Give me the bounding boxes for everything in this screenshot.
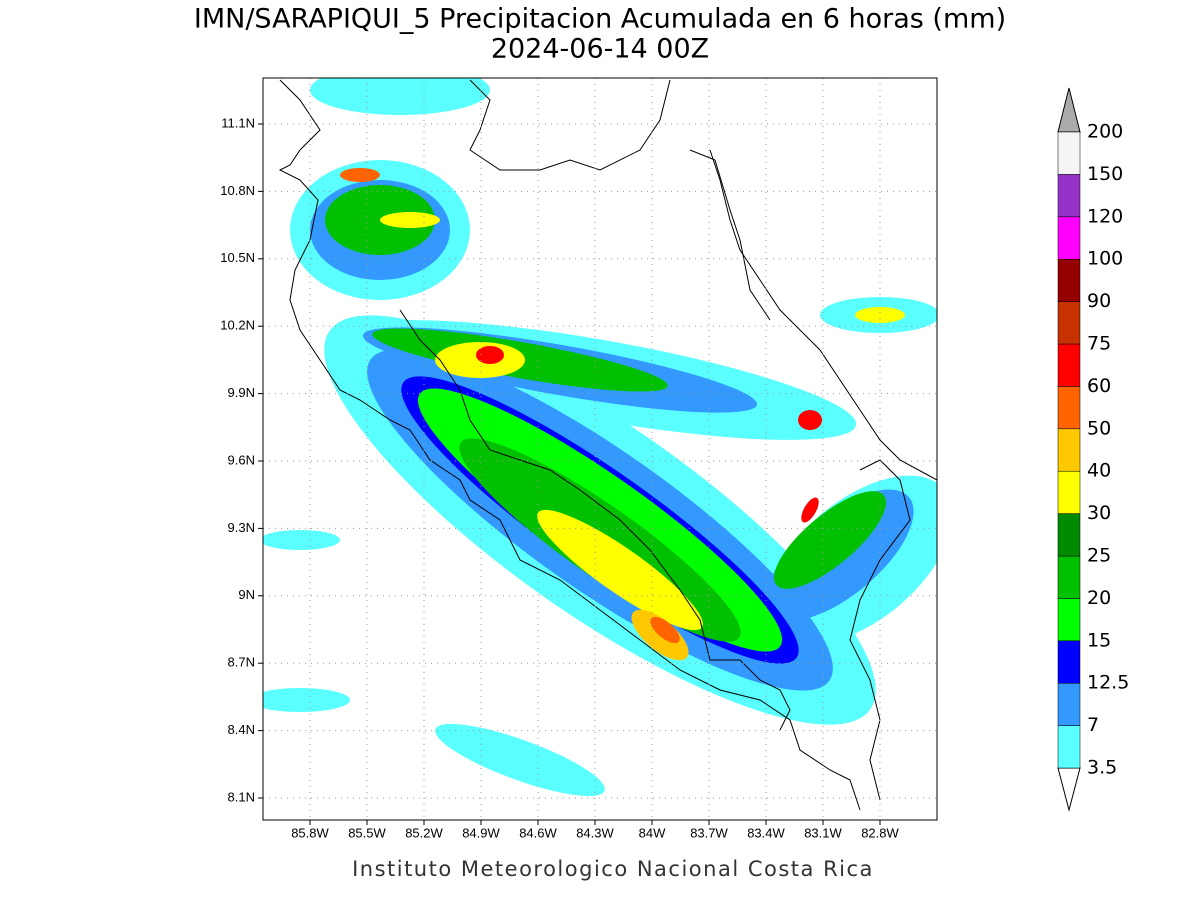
colorbar-swatch (1057, 640, 1081, 684)
lon-tick-label: 84.9W (462, 825, 500, 840)
lat-tick-label: 9.3N (228, 520, 255, 535)
lon-tick-label: 83.1W (804, 825, 842, 840)
colorbar-over (1057, 87, 1081, 133)
colorbar-label: 12.5 (1087, 672, 1129, 694)
subtitle: 2024-06-14 00Z (491, 34, 709, 65)
colorbar-swatch (1057, 682, 1081, 726)
colorbar: 3.5 7 12.5 15 20 25 30 40 50 60 75 90 100 120 150 200 (1057, 87, 1129, 812)
map-frame (262, 77, 938, 821)
lon-tick-label: 84.3W (576, 825, 614, 840)
lat-tick-label: 8.1N (228, 789, 255, 804)
precipitation-field (263, 78, 937, 797)
colorbar-label: 50 (1087, 417, 1111, 439)
lat-tick-label: 9.9N (228, 385, 255, 400)
coastline (278, 79, 937, 811)
lon-tick-label: 83.4W (747, 825, 785, 840)
title: IMN/SARAPIQUI_5 Precipitacion Acumulada … (194, 4, 1006, 35)
colorbar-swatch (1057, 131, 1081, 175)
lon-tick-label: 83.7W (690, 825, 728, 840)
lon-tick-label: 84.6W (519, 825, 557, 840)
lat-tick-label: 10.8N (220, 183, 255, 198)
footer: Instituto Meteorologico Nacional Costa R… (352, 857, 874, 881)
colorbar-label: 100 (1087, 248, 1123, 270)
lat-tick-label: 10.2N (220, 318, 255, 333)
colorbar-label: 75 (1087, 333, 1111, 355)
colorbar-swatch (1057, 428, 1081, 472)
colorbar-swatch (1057, 174, 1081, 218)
colorbar-label: 3.5 (1087, 757, 1117, 779)
lat-tick-label: 10.5N (220, 250, 255, 265)
colorbar-label: 200 (1087, 121, 1123, 143)
colorbar-label: 60 (1087, 375, 1111, 397)
colorbar-label: 90 (1087, 290, 1111, 312)
colorbar-label: 15 (1087, 629, 1111, 651)
colorbar-swatch (1057, 301, 1081, 345)
lat-tick-label: 8.4N (228, 722, 255, 737)
lat-tick-label: 9.6N (228, 452, 255, 467)
colorbar-label: 40 (1087, 460, 1111, 482)
colorbar-swatch (1057, 725, 1081, 769)
lat-tick-label: 11.1N (221, 115, 255, 130)
lat-tick-label: 8.7N (228, 655, 255, 670)
colorbar-swatch (1057, 513, 1081, 557)
colorbar-label: 150 (1087, 163, 1123, 185)
lon-tick-label: 85.8W (291, 825, 329, 840)
lon-tick-label: 84W (639, 825, 666, 840)
colorbar-label: 120 (1087, 205, 1123, 227)
lon-tick-label: 82.8W (861, 825, 899, 840)
colorbar-swatch (1057, 555, 1081, 599)
colorbar-label: 20 (1087, 587, 1111, 609)
colorbar-swatch (1057, 216, 1081, 260)
colorbar-under (1057, 767, 1081, 812)
axis-labels: 85.8W 85.5W 85.2W 84.9W 84.6W 84.3W 84W 83.7W 83… (220, 115, 899, 840)
lon-tick-label: 85.5W (348, 825, 386, 840)
colorbar-swatch (1057, 258, 1081, 302)
lat-tick-label: 9N (238, 587, 255, 602)
colorbar-swatch (1057, 598, 1081, 642)
colorbar-swatch (1057, 386, 1081, 430)
colorbar-label: 7 (1087, 714, 1099, 736)
lon-tick-label: 85.2W (405, 825, 443, 840)
colorbar-swatch (1057, 343, 1081, 387)
colorbar-label: 25 (1087, 545, 1111, 567)
colorbar-label: 30 (1087, 502, 1111, 524)
colorbar-swatch (1057, 470, 1081, 514)
graticule (263, 78, 937, 820)
